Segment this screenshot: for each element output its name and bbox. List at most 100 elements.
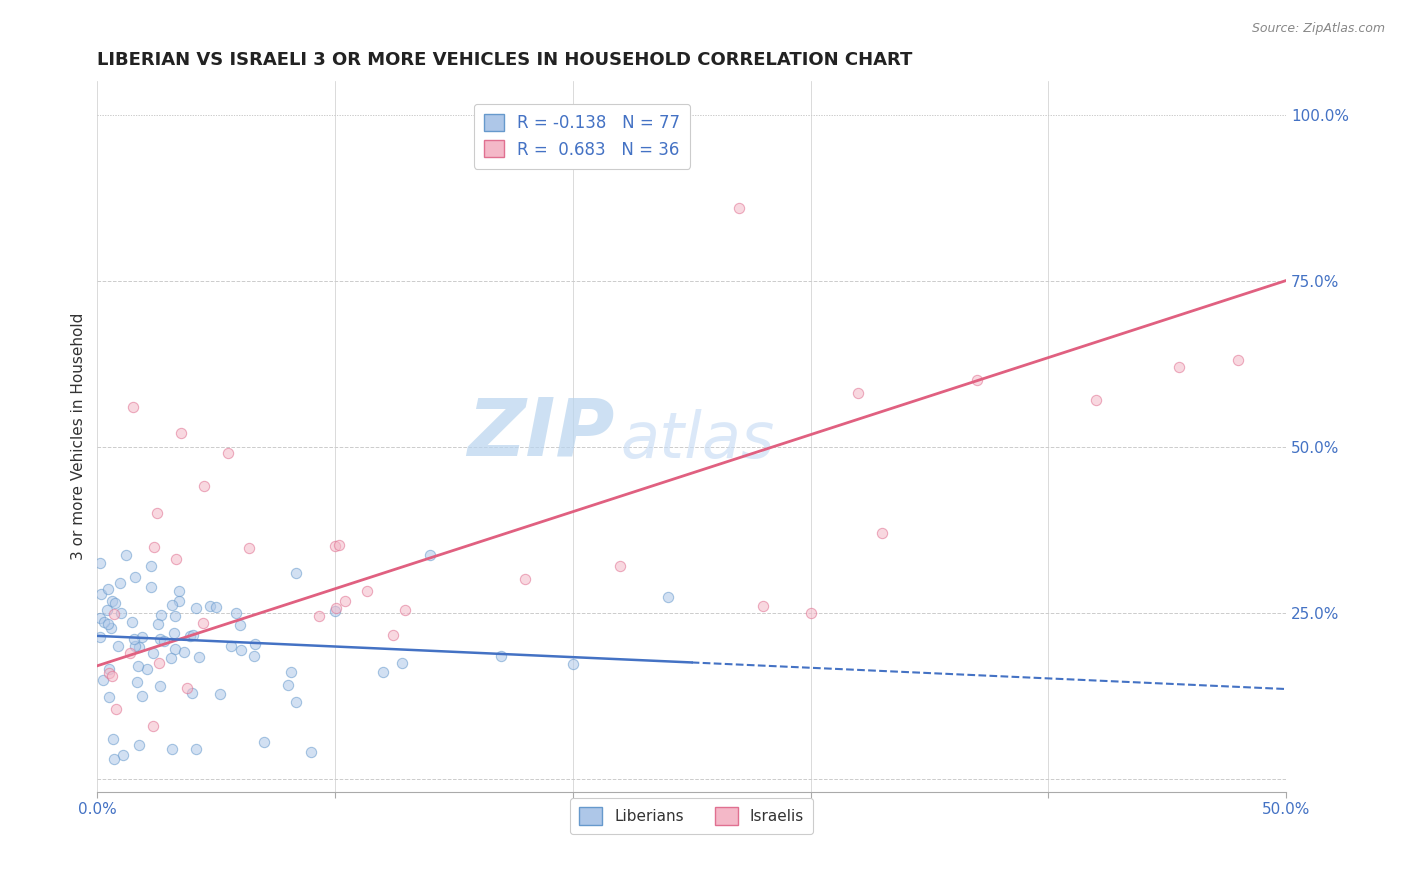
Point — [122, 400, 145, 414]
Point — [181, 686, 204, 700]
Point — [382, 627, 405, 641]
Point — [184, 742, 207, 756]
Point — [146, 506, 169, 520]
Point — [217, 446, 239, 460]
Point — [179, 629, 201, 643]
Point — [101, 593, 124, 607]
Point — [205, 600, 228, 615]
Point — [253, 735, 276, 749]
Point — [1227, 353, 1250, 368]
Point — [141, 580, 163, 594]
Point — [93, 673, 115, 687]
Point — [124, 570, 146, 584]
Point — [419, 549, 441, 563]
Point — [149, 632, 172, 646]
Point — [285, 566, 308, 581]
Point — [277, 678, 299, 692]
Point — [284, 694, 307, 708]
Point — [148, 617, 170, 632]
Point — [104, 596, 127, 610]
Point — [89, 611, 111, 625]
Point — [159, 650, 181, 665]
Point — [142, 719, 165, 733]
Point — [561, 657, 583, 672]
Point — [167, 593, 190, 607]
Point — [280, 665, 302, 679]
Point — [162, 598, 184, 612]
Point — [89, 630, 111, 644]
Point — [114, 548, 136, 562]
Point — [491, 648, 513, 663]
Point — [238, 541, 260, 556]
Point — [299, 745, 322, 759]
Point — [93, 615, 115, 629]
Point — [323, 539, 346, 553]
Point — [98, 666, 121, 681]
Point — [128, 739, 150, 753]
Point — [122, 632, 145, 646]
Point — [799, 606, 821, 620]
Point — [163, 626, 186, 640]
Point — [335, 593, 357, 607]
Point — [89, 586, 111, 600]
Point — [118, 646, 141, 660]
Point — [149, 607, 172, 622]
Point — [142, 540, 165, 554]
Point — [225, 606, 247, 620]
Point — [89, 556, 111, 570]
Point — [142, 646, 165, 660]
Point — [141, 558, 163, 573]
Point — [103, 607, 125, 622]
Point — [371, 665, 394, 679]
Point — [98, 690, 121, 704]
Point — [657, 590, 679, 604]
Point — [98, 662, 121, 676]
Point — [328, 538, 350, 552]
Point — [208, 687, 231, 701]
Point — [243, 648, 266, 663]
Point — [149, 679, 172, 693]
Point — [136, 662, 159, 676]
Point — [394, 603, 416, 617]
Point — [323, 604, 346, 618]
Point — [101, 669, 124, 683]
Point — [325, 600, 347, 615]
Point — [103, 752, 125, 766]
Point — [356, 583, 378, 598]
Point — [191, 615, 214, 630]
Point — [128, 640, 150, 655]
Point — [181, 628, 204, 642]
Point — [169, 426, 191, 441]
Point — [391, 656, 413, 670]
Text: atlas: atlas — [620, 409, 775, 471]
Point — [160, 741, 183, 756]
Point — [165, 551, 187, 566]
Text: Source: ZipAtlas.com: Source: ZipAtlas.com — [1251, 22, 1385, 36]
Point — [169, 583, 191, 598]
Point — [193, 479, 215, 493]
Point — [966, 373, 988, 387]
Point — [609, 559, 631, 574]
Point — [108, 576, 131, 591]
Y-axis label: 3 or more Vehicles in Household: 3 or more Vehicles in Household — [72, 313, 86, 560]
Point — [229, 618, 252, 632]
Point — [96, 603, 118, 617]
Point — [221, 640, 243, 654]
Point — [97, 617, 120, 632]
Point — [870, 525, 893, 540]
Point — [846, 386, 869, 401]
Text: LIBERIAN VS ISRAELI 3 OR MORE VEHICLES IN HOUSEHOLD CORRELATION CHART: LIBERIAN VS ISRAELI 3 OR MORE VEHICLES I… — [97, 51, 912, 69]
Point — [308, 609, 330, 624]
Point — [1084, 393, 1107, 408]
Point — [127, 659, 149, 673]
Point — [107, 640, 129, 654]
Point — [121, 615, 143, 629]
Point — [243, 637, 266, 651]
Point — [728, 201, 751, 215]
Legend: Liberians, Israelis: Liberians, Israelis — [571, 798, 813, 834]
Point — [184, 600, 207, 615]
Point — [515, 573, 537, 587]
Point — [173, 645, 195, 659]
Point — [131, 630, 153, 644]
Text: ZIP: ZIP — [467, 394, 614, 472]
